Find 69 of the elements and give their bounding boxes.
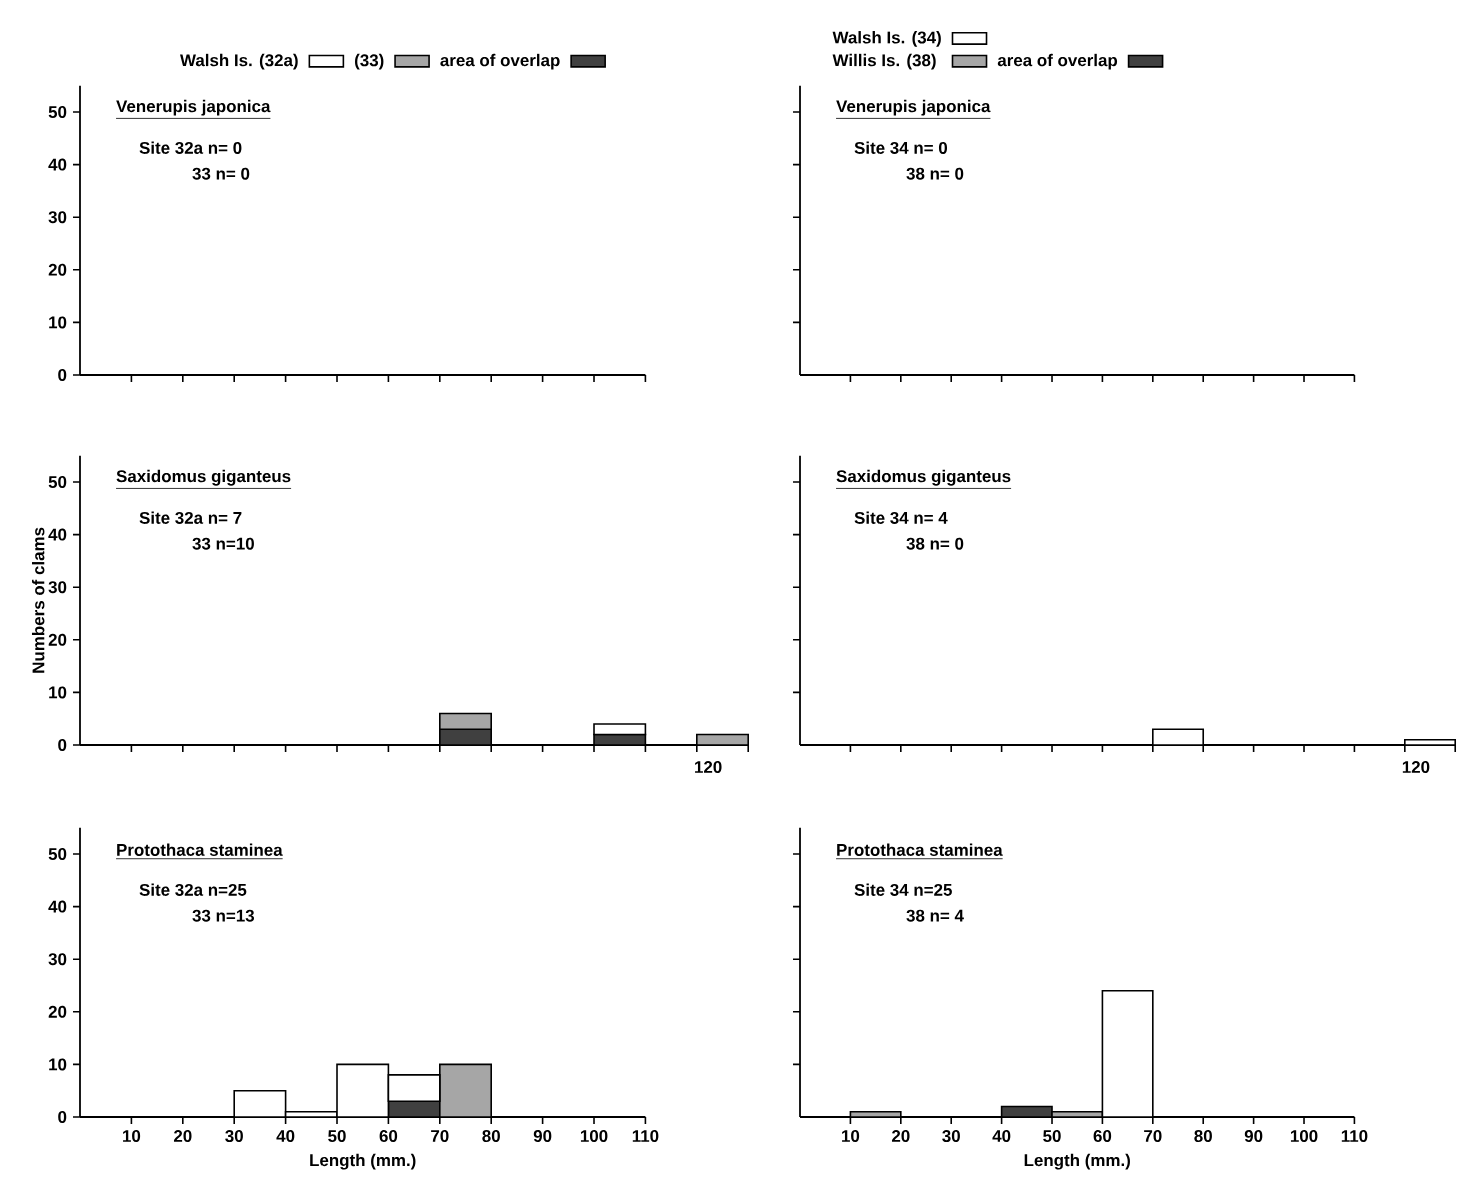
x-axis-title: Length (mm.) (310, 1153, 416, 1170)
x-tick-label: 60 (379, 1130, 398, 1143)
y-tick-label: 30 (48, 581, 67, 594)
y-tick-label: 10 (49, 686, 67, 699)
y-tick-label: 10 (49, 1058, 67, 1071)
x-tick-label: 20 (891, 1130, 910, 1143)
annotation: Site 32a n= 0 (139, 141, 242, 154)
y-axis-title: Numbers of clams (31, 527, 45, 673)
legend-label: area of overlap (997, 53, 1118, 70)
x-tick-label: 60 (1093, 1130, 1112, 1143)
annotation: 33 n=10 (192, 537, 254, 550)
x-tick-label: 70 (431, 1130, 449, 1143)
x-tick-label: 10 (842, 1130, 860, 1143)
y-tick-label: 0 (58, 1111, 67, 1123)
y-tick-label: 20 (48, 633, 67, 646)
x-tick-label: 20 (173, 1130, 192, 1143)
y-tick-label: 20 (48, 263, 67, 276)
text: 120 (695, 761, 722, 774)
y-tick-label: 50 (48, 106, 67, 118)
y-tick-label: 20 (48, 1005, 67, 1018)
y-tick-label: 40 (48, 900, 67, 913)
legend-label: area of overlap (440, 53, 560, 70)
x-tick-label: 50 (1043, 1130, 1061, 1143)
text: Saxidomus giganteus (116, 469, 291, 486)
y-tick-label: 40 (48, 528, 67, 541)
y-tick-label: 0 (58, 739, 67, 751)
annotation: Site 34 n=25 (854, 883, 952, 896)
annotation: Site 34 n= 0 (854, 141, 948, 154)
y-tick-label: 0 (58, 369, 67, 381)
x-tick-label: 80 (482, 1130, 500, 1143)
x-tick-label: 70 (1144, 1130, 1162, 1143)
text: Venerupis japonica (836, 99, 991, 116)
x-tick-label: 110 (632, 1130, 659, 1143)
x-tick-label: 110 (1341, 1130, 1368, 1143)
x-tick-label: 40 (992, 1130, 1011, 1143)
annotation: 38 n= 0 (906, 537, 964, 550)
text: 120 (1402, 761, 1430, 774)
x-tick-label: 10 (123, 1130, 141, 1143)
annotation: Site 34 n= 4 (854, 511, 948, 524)
annotation: 38 n= 0 (906, 167, 964, 180)
x-tick-label: 50 (328, 1130, 346, 1143)
legend-label: Walsh Is. (34) (832, 31, 941, 47)
y-tick-label: 50 (48, 848, 67, 860)
legend-label: Willis Is. (38) (832, 53, 936, 70)
y-tick-label: 40 (48, 158, 67, 171)
x-tick-label: 40 (276, 1130, 295, 1143)
x-tick-label: 100 (1290, 1130, 1318, 1143)
annotation: 33 n= 0 (192, 167, 250, 180)
x-tick-label: 30 (225, 1130, 243, 1143)
legend-label: Walsh Is. (32a) (180, 53, 298, 70)
annotation: 33 n=13 (192, 909, 255, 922)
y-tick-label: 30 (48, 211, 67, 224)
text: Protothaca staminea (117, 843, 283, 856)
x-tick-label: 90 (533, 1130, 552, 1143)
x-tick-label: 90 (1244, 1130, 1263, 1143)
x-tick-label: 30 (942, 1130, 960, 1143)
y-tick-label: 30 (48, 953, 67, 966)
text: Venerupis japonica (116, 99, 271, 116)
text: Protothaca staminea (837, 843, 1003, 856)
x-tick-label: 100 (580, 1130, 608, 1143)
x-axis-title: Length (mm.) (1024, 1153, 1130, 1170)
y-tick-label: 10 (49, 316, 67, 329)
annotation: Site 32a n=25 (139, 883, 247, 896)
x-tick-label: 80 (1194, 1130, 1212, 1143)
annotation: Site 32a n= 7 (139, 511, 242, 524)
text: Saxidomus giganteus (836, 469, 1011, 486)
annotation: 38 n= 4 (906, 909, 964, 922)
legend-label: (33) (355, 53, 384, 70)
y-tick-label: 50 (48, 476, 67, 488)
